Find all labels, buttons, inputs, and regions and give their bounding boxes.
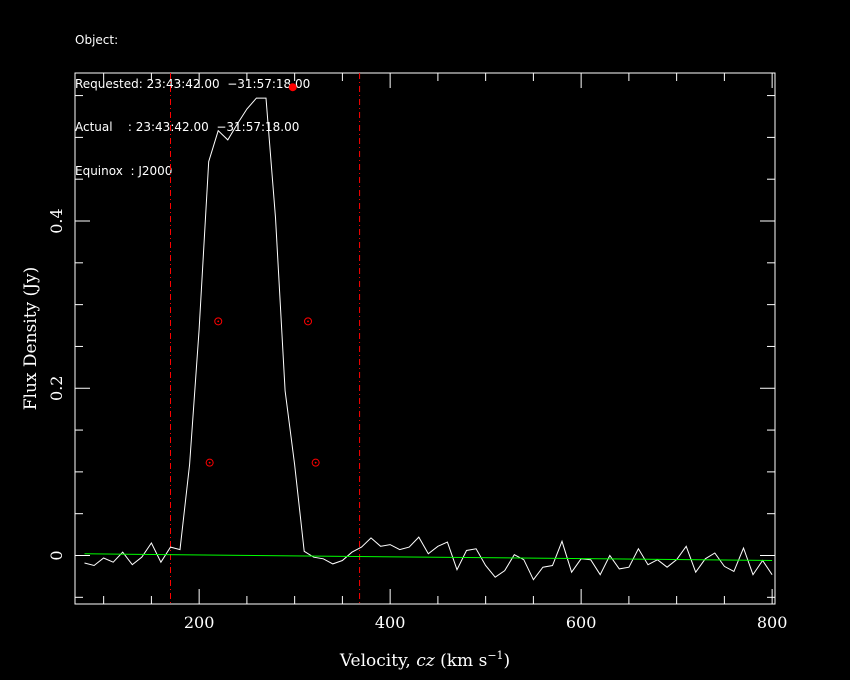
edge-marker-dot (314, 461, 317, 464)
object-label: Object: (75, 33, 119, 47)
axis-ticks (75, 73, 775, 604)
edge-marker (214, 317, 223, 326)
requested-label: Requested: (75, 76, 143, 91)
edge-marker-dot (208, 461, 211, 464)
x-axis-label-text: Velocity, (339, 651, 416, 671)
axis-tick-labels: 200 400 600 800 0 0.2 0.4 (47, 208, 787, 632)
y-tick-label: 0.4 (47, 208, 66, 233)
peak-marker (288, 83, 297, 92)
edge-marker (304, 317, 313, 326)
x-axis-label: Velocity, cz (km s−1) (339, 649, 510, 671)
equinox-row: Equinox : J2000 (75, 164, 310, 179)
y-tick-label: 0.2 (47, 376, 66, 401)
edge-marker (205, 458, 214, 467)
chart-markers (205, 83, 320, 467)
x-axis-label-sup: −1 (487, 649, 503, 662)
x-tick-label: 400 (375, 613, 406, 632)
spectrum-line (84, 97, 773, 581)
x-axis-label-unit: (km s (435, 651, 488, 671)
equinox-value: J2000 (138, 163, 173, 178)
x-axis-label-var: cz (416, 651, 436, 671)
x-tick-label: 800 (757, 613, 788, 632)
plot-frame (74, 72, 776, 605)
y-axis-label: Flux Density (Jy) (21, 267, 41, 411)
x-axis-label-close: ) (504, 651, 511, 671)
edge-marker (311, 458, 320, 467)
x-tick-label: 200 (184, 613, 215, 632)
equinox-label: Equinox : (75, 163, 135, 178)
actual-label: Actual : (75, 120, 132, 134)
x-tick-label: 600 (566, 613, 597, 632)
velocity-window-lines (169, 73, 361, 604)
baseline-line (84, 553, 773, 561)
y-tick-label: 0 (47, 550, 66, 560)
chart-series (84, 97, 773, 581)
object-info-header: Object: Requested: 23:43:42.00 −31:57:18… (75, 4, 310, 193)
edge-marker-dot (307, 320, 309, 323)
edge-marker-dot (217, 320, 220, 323)
